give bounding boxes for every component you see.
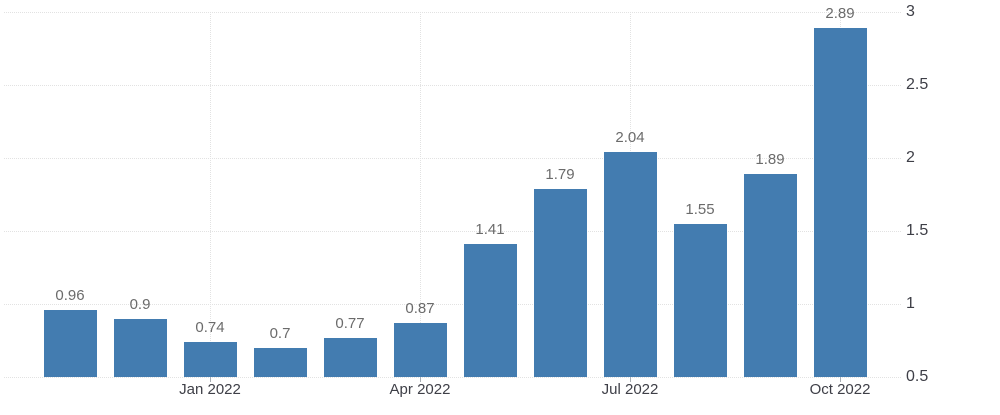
v-gridline bbox=[420, 12, 421, 377]
x-axis-tick-label: Jan 2022 bbox=[179, 381, 241, 398]
y-axis-tick-label: 2 bbox=[906, 149, 915, 166]
x-axis-tick bbox=[840, 377, 841, 382]
bar-value-label: 1.55 bbox=[685, 200, 715, 218]
x-axis-tick bbox=[420, 377, 421, 382]
bar-value-label: 0.74 bbox=[195, 318, 225, 336]
y-axis-tick-label: 1 bbox=[906, 295, 915, 312]
bar[interactable] bbox=[113, 318, 167, 377]
bar[interactable] bbox=[673, 223, 727, 377]
bar[interactable] bbox=[393, 322, 447, 377]
x-axis-tick bbox=[630, 377, 631, 382]
h-gridline bbox=[4, 377, 901, 378]
y-axis-tick-label: 3 bbox=[906, 3, 915, 20]
bar[interactable] bbox=[323, 337, 377, 377]
bar[interactable] bbox=[253, 347, 307, 377]
bar[interactable] bbox=[463, 244, 517, 377]
bar[interactable] bbox=[813, 28, 867, 377]
bar[interactable] bbox=[43, 309, 97, 377]
y-axis-tick-label: 2.5 bbox=[906, 76, 929, 93]
bar-value-label: 0.77 bbox=[335, 314, 365, 332]
bar[interactable] bbox=[743, 174, 797, 377]
y-axis-tick-label: 1.5 bbox=[906, 222, 929, 239]
h-gridline bbox=[4, 85, 901, 86]
bar[interactable] bbox=[603, 152, 657, 377]
bar-value-label: 0.7 bbox=[269, 324, 291, 342]
h-gridline bbox=[4, 12, 901, 13]
bar-value-label: 1.79 bbox=[545, 165, 575, 183]
bar[interactable] bbox=[183, 341, 237, 377]
bar-value-label: 1.41 bbox=[475, 221, 505, 239]
x-axis-tick-label: Jul 2022 bbox=[601, 381, 659, 398]
x-axis-tick-label: Oct 2022 bbox=[809, 381, 871, 398]
bar[interactable] bbox=[533, 188, 587, 377]
h-gridline bbox=[4, 231, 901, 232]
bar-value-label: 0.96 bbox=[55, 286, 85, 304]
bar-value-label: 2.04 bbox=[615, 129, 645, 147]
y-axis-tick-label: 0.5 bbox=[906, 368, 929, 385]
bar-value-label: 0.87 bbox=[405, 299, 435, 317]
h-gridline bbox=[4, 304, 901, 305]
x-axis-tick-label: Apr 2022 bbox=[389, 381, 451, 398]
bar-value-label: 2.89 bbox=[825, 5, 855, 23]
h-gridline bbox=[4, 158, 901, 159]
bar-value-label: 1.89 bbox=[755, 151, 785, 169]
x-axis-tick bbox=[210, 377, 211, 382]
v-gridline bbox=[210, 12, 211, 377]
bar-value-label: 0.9 bbox=[129, 295, 151, 313]
